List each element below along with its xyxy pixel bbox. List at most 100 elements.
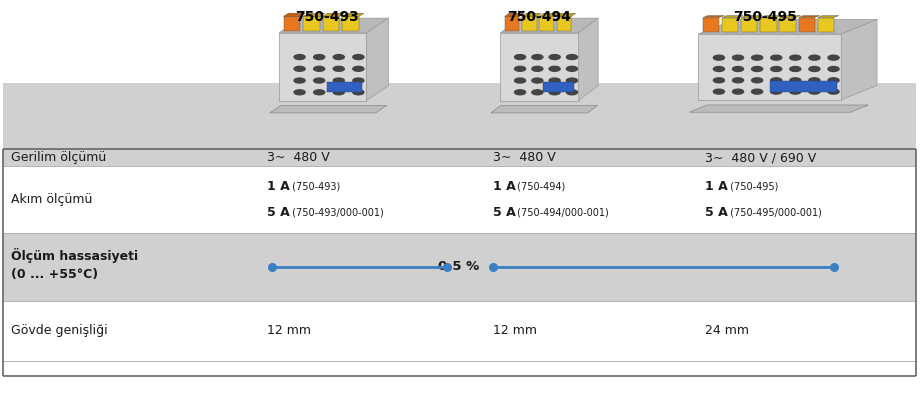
Text: (750-495/000-001): (750-495/000-001) — [727, 208, 822, 218]
Polygon shape — [779, 16, 800, 18]
Circle shape — [566, 55, 577, 59]
Circle shape — [714, 89, 725, 94]
Circle shape — [771, 66, 782, 71]
Circle shape — [550, 78, 561, 83]
Circle shape — [828, 89, 839, 94]
Text: (750-494/000-001): (750-494/000-001) — [514, 208, 609, 218]
Circle shape — [333, 90, 344, 95]
Polygon shape — [761, 18, 776, 32]
Text: 1 A: 1 A — [705, 180, 728, 193]
Circle shape — [771, 55, 782, 60]
Circle shape — [353, 90, 364, 95]
Circle shape — [333, 66, 344, 71]
Text: 5 A: 5 A — [705, 206, 728, 219]
Circle shape — [809, 78, 820, 83]
Text: 3~  480 V / 690 V: 3~ 480 V / 690 V — [705, 151, 817, 164]
Text: 5 A: 5 A — [493, 206, 516, 219]
Circle shape — [566, 90, 577, 95]
Circle shape — [514, 55, 526, 59]
Circle shape — [714, 66, 725, 71]
Text: (750-495): (750-495) — [727, 181, 778, 191]
Circle shape — [732, 55, 743, 60]
Text: (750-493): (750-493) — [289, 181, 340, 191]
Circle shape — [790, 55, 801, 60]
Text: 5 A: 5 A — [267, 206, 290, 219]
Circle shape — [714, 78, 725, 83]
Polygon shape — [342, 16, 359, 31]
Circle shape — [790, 66, 801, 71]
Polygon shape — [703, 16, 724, 18]
Polygon shape — [522, 13, 541, 16]
Text: 3~  480 V: 3~ 480 V — [493, 151, 556, 164]
Text: 1 A: 1 A — [267, 180, 290, 193]
Polygon shape — [284, 16, 301, 31]
Polygon shape — [689, 105, 869, 112]
Polygon shape — [703, 18, 719, 32]
Circle shape — [771, 78, 782, 83]
Circle shape — [566, 78, 577, 83]
Circle shape — [828, 55, 839, 60]
Polygon shape — [798, 16, 820, 18]
Polygon shape — [798, 18, 815, 32]
Circle shape — [532, 78, 543, 83]
Polygon shape — [500, 33, 579, 101]
Circle shape — [294, 78, 305, 83]
Text: 3~  480 V: 3~ 480 V — [267, 151, 330, 164]
Circle shape — [532, 66, 543, 71]
Text: Akım ölçümü: Akım ölçümü — [11, 193, 92, 206]
Circle shape — [353, 66, 364, 71]
Polygon shape — [278, 33, 366, 101]
Polygon shape — [323, 13, 344, 16]
Polygon shape — [500, 18, 598, 33]
Circle shape — [809, 89, 820, 94]
Polygon shape — [557, 13, 575, 16]
Circle shape — [751, 66, 762, 71]
Circle shape — [751, 89, 762, 94]
Polygon shape — [284, 13, 305, 16]
Circle shape — [828, 78, 839, 83]
FancyBboxPatch shape — [3, 83, 916, 166]
FancyBboxPatch shape — [3, 233, 916, 301]
Circle shape — [353, 55, 364, 59]
Text: Ölçüm hassasiyeti: Ölçüm hassasiyeti — [11, 248, 138, 263]
Circle shape — [732, 78, 743, 83]
Text: 12 mm: 12 mm — [493, 324, 538, 337]
Polygon shape — [539, 16, 554, 31]
Circle shape — [313, 55, 325, 59]
Text: 0.5 %: 0.5 % — [438, 260, 479, 273]
Circle shape — [732, 89, 743, 94]
Circle shape — [313, 90, 325, 95]
Circle shape — [514, 78, 526, 83]
Circle shape — [550, 90, 561, 95]
Polygon shape — [770, 81, 836, 91]
FancyBboxPatch shape — [3, 149, 916, 376]
Text: 12 mm: 12 mm — [267, 324, 312, 337]
Circle shape — [550, 66, 561, 71]
Polygon shape — [269, 105, 386, 113]
Polygon shape — [557, 16, 572, 31]
Polygon shape — [326, 82, 361, 92]
Polygon shape — [491, 105, 597, 113]
Circle shape — [294, 66, 305, 71]
Circle shape — [532, 90, 543, 95]
Polygon shape — [741, 16, 762, 18]
Circle shape — [828, 66, 839, 71]
Text: 750-493: 750-493 — [295, 10, 360, 24]
Polygon shape — [722, 18, 739, 32]
Polygon shape — [699, 34, 841, 100]
Circle shape — [751, 55, 762, 60]
Circle shape — [353, 78, 364, 83]
Text: 24 mm: 24 mm — [705, 324, 750, 337]
Text: Gövde genişliği: Gövde genişliği — [11, 324, 108, 337]
Polygon shape — [741, 18, 758, 32]
Circle shape — [550, 55, 561, 59]
Polygon shape — [761, 16, 781, 18]
Circle shape — [514, 90, 526, 95]
Circle shape — [294, 55, 305, 59]
Circle shape — [566, 66, 577, 71]
Text: 750-495: 750-495 — [733, 10, 798, 24]
Polygon shape — [841, 19, 877, 100]
Circle shape — [790, 78, 801, 83]
Polygon shape — [699, 19, 877, 34]
Circle shape — [313, 78, 325, 83]
